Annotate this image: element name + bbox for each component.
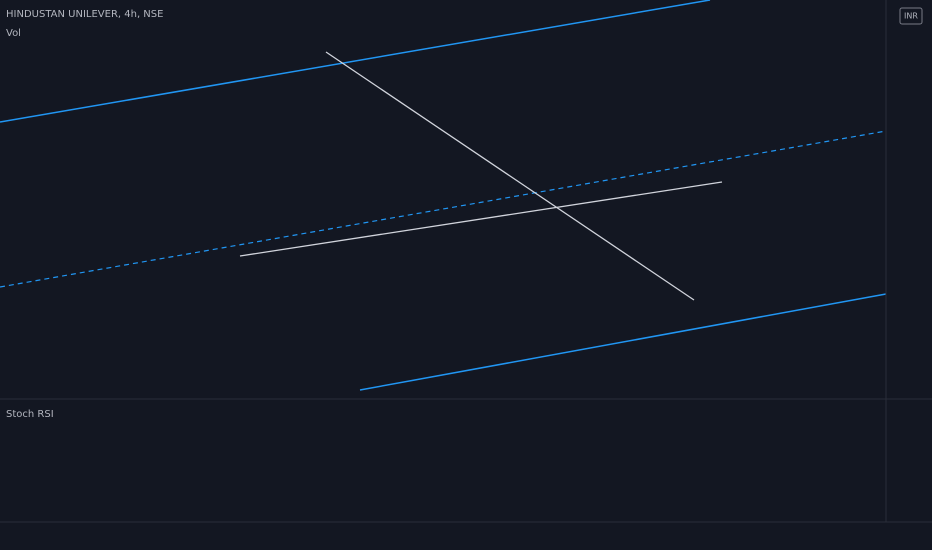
symbol-title: HINDUSTAN UNILEVER, 4h, NSE	[6, 9, 163, 20]
channel-top	[0, 0, 711, 123]
stoch-title: Stoch RSI	[6, 409, 54, 420]
trend-up	[239, 181, 723, 257]
drawings	[0, 0, 887, 391]
channel-bottom	[359, 293, 887, 391]
volume-label: Vol	[6, 28, 21, 39]
trend-down	[325, 51, 695, 301]
currency-box[interactable]	[899, 7, 923, 25]
currency[interactable]: INR	[904, 12, 918, 21]
channel-mid	[0, 130, 887, 288]
